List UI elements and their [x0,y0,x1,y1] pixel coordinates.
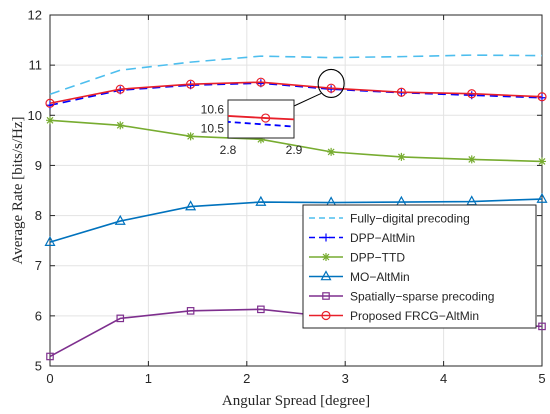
inset-series-line [228,115,294,121]
y-tick-label: 8 [35,208,42,223]
x-tick-label: 0 [46,371,53,386]
legend-label: Fully−digital precoding [350,212,470,226]
y-tick-label: 10 [28,108,42,123]
series-mo-altmin [44,192,548,246]
series-line [49,198,543,243]
data-point [537,92,547,102]
legend-entry: Spatially−sparse precoding [309,290,494,304]
data-point [44,235,56,246]
data-point [538,322,546,331]
data-point [116,314,125,323]
legend-label: DPP−AltMin [350,231,415,245]
data-point [396,87,406,97]
x-tick-label: 1 [145,371,152,386]
y-tick-label: 5 [35,359,42,374]
series-fully-digital-precoding [49,54,543,95]
data-point [467,89,477,99]
inset-x-tick-label: 2.8 [220,143,237,157]
legend-entry: DPP−TTD [309,251,405,265]
series-line [49,54,543,95]
legend-label: MO−AltMin [350,270,410,284]
zoom-indicator [293,68,345,107]
x-tick-label: 2 [243,371,250,386]
series-proposed-frcg-altmin [45,77,547,108]
legend-entry: DPP−AltMin [309,231,415,245]
inset-y-tick-label: 10.6 [201,103,225,117]
inset-plot: 10.6 10.5 2.8 2.9 [201,99,303,157]
data-point [395,195,407,206]
zoom-connector [293,93,322,107]
y-tick-label: 7 [35,258,42,273]
legend-marker [321,310,331,321]
series-line [49,119,543,163]
legend: Fully−digital precoding DPP−AltMin DPP−TTD… [302,204,537,329]
series-line [49,82,543,107]
legend-marker [322,233,330,242]
data-point [255,195,267,206]
x-tick-label: 5 [538,371,545,386]
legend-marker [322,253,330,261]
legend-marker [322,292,330,300]
data-point [46,352,54,361]
y-tick-label: 6 [35,308,42,323]
inset-data-point [261,113,271,123]
data-point [186,307,195,315]
y-tick-label: 9 [35,158,42,173]
series-dpp-ttd [46,116,546,166]
data-point [114,214,126,225]
data-point [326,83,336,93]
legend-entry: Fully−digital precoding [309,212,470,226]
data-point [186,79,196,89]
y-tick-label: 12 [28,8,42,23]
inset-series [228,113,294,128]
data-point [536,192,548,203]
legend-label: Proposed FRCG−AltMin [350,309,479,323]
legend-label: DPP−TTD [350,251,405,265]
axes-frame [49,14,543,367]
data-point [538,157,546,166]
legend-box [302,204,537,329]
legend-entry: Proposed FRCG−AltMin [309,309,479,323]
data-point [397,152,406,161]
data-point [327,147,336,156]
x-tick-label: 4 [440,371,447,386]
x-axis-label: Angular Spread [degree] [222,393,370,409]
data-point [116,121,125,130]
legend-marker [320,270,332,281]
data-point [186,132,195,141]
data-point [45,98,55,108]
zoom-ellipse [317,68,345,99]
data-point [115,84,125,94]
data-point [257,305,265,314]
y-axis-label: Average Rate [bits/s/Hz] [10,116,26,264]
legend-entry: MO−AltMin [309,270,410,284]
inset-y-tick-label: 10.5 [201,122,225,136]
data-point [467,155,476,164]
y-tick-label: 11 [29,58,43,73]
series-line [49,81,543,105]
legend-label: Spatially−sparse precoding [350,290,494,304]
inset-series-line [228,120,294,128]
data-point [46,116,54,125]
data-point [185,200,197,211]
x-tick-label: 3 [342,371,349,386]
data-point [256,135,265,144]
plot-frame [49,14,543,367]
inset-x-tick-label: 2.9 [286,143,303,157]
data-point [256,77,266,87]
